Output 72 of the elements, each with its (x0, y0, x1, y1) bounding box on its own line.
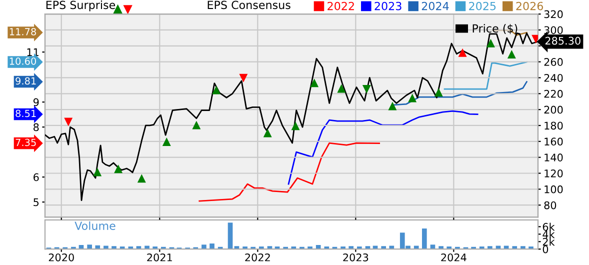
text: EPS Consensus (208, 0, 290, 10)
data-label: 285.30 (545, 36, 580, 45)
x-tick-label: 2021 (147, 253, 172, 262)
point (138, 175, 146, 183)
legend-label: Price ($) (472, 24, 518, 34)
bar (202, 244, 206, 250)
legend-label: 2026 (516, 2, 544, 10)
y2-tick-label: 200 (544, 106, 563, 114)
point (508, 50, 516, 58)
y2-tick-label: 240 (544, 74, 563, 82)
legend-label: 2024 (422, 2, 449, 10)
y2-tick-label: 80 (544, 201, 556, 210)
point (212, 86, 220, 94)
text: EPS Surprise (46, 0, 116, 12)
point (64, 118, 72, 126)
y2-tick-label: 180 (544, 122, 563, 130)
point (486, 40, 495, 48)
text: 10.60 (10, 58, 36, 65)
y2-tick-label: 260 (544, 58, 563, 66)
point (292, 122, 300, 130)
x-tick-label: 2020 (48, 253, 74, 262)
y-tick-label: 6k (542, 222, 555, 231)
point (192, 122, 200, 130)
point (94, 168, 102, 176)
y2-tick-label: 220 (544, 90, 563, 98)
bar (210, 243, 214, 250)
bar (422, 228, 427, 250)
y2-tick-label: 320 (544, 10, 563, 18)
point (408, 94, 416, 102)
bar (144, 246, 150, 250)
point (264, 130, 272, 138)
point (338, 85, 346, 93)
y2-tick-label: 160 (544, 138, 563, 146)
point (310, 79, 318, 88)
point (434, 89, 442, 97)
point (240, 74, 248, 82)
x-tick-label: 2023 (343, 253, 368, 262)
y2-tick-label: 100 (544, 185, 563, 194)
y-tick-label: 2k (542, 238, 555, 246)
point (162, 138, 170, 146)
y-tick-label: 5 (34, 198, 39, 206)
annotation: Volume (74, 221, 116, 230)
y2-tick-label: 120 (544, 169, 563, 178)
y-tick-label: 9 (33, 98, 39, 106)
text: 8.51 (16, 110, 36, 118)
line-series (198, 142, 380, 202)
bar (414, 246, 419, 250)
legend-label: 2025 (469, 2, 496, 10)
point (458, 49, 466, 57)
text: 9.81 (16, 77, 36, 85)
legend-label: 2022 (328, 2, 354, 10)
point (114, 165, 122, 174)
y2-tick-label: 300 (544, 26, 563, 34)
line-series (444, 61, 528, 90)
y-tick-label: 4k (542, 230, 555, 238)
x-tick-label: 2022 (245, 253, 270, 262)
bar (87, 244, 92, 250)
bar (389, 246, 394, 250)
line-series (288, 110, 478, 185)
text: 7.35 (16, 138, 36, 146)
bar (228, 222, 233, 250)
y-tick-label: 6 (34, 173, 39, 182)
point (362, 85, 370, 93)
x-tick-label: 2024 (441, 253, 466, 262)
legend-label: 2023 (374, 2, 402, 10)
bar (104, 246, 108, 250)
y2-tick-label: 140 (544, 154, 563, 162)
point (388, 102, 396, 110)
text: 11.78 (10, 28, 36, 36)
y-tick-label: 11 (27, 48, 38, 56)
y-tick-label: 8 (34, 123, 39, 132)
y-tick-label: 0 (542, 245, 548, 254)
